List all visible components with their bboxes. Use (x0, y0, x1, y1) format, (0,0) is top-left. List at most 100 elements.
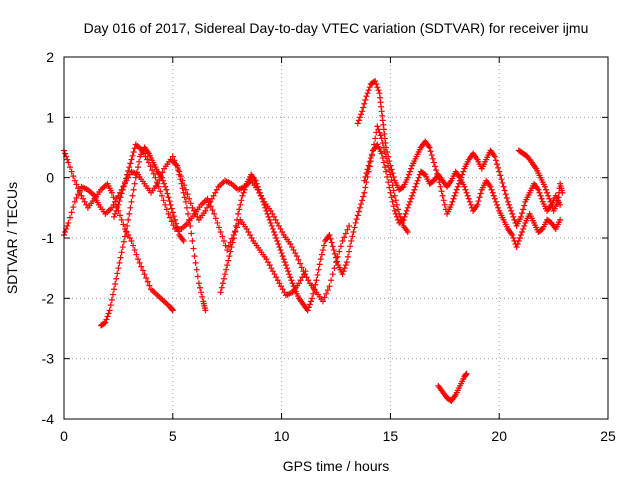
data-point (326, 283, 333, 290)
data-point (114, 270, 121, 277)
data-point (405, 201, 412, 208)
x-tick-label: 25 (600, 428, 616, 444)
data-point (557, 216, 564, 223)
data-point (181, 182, 188, 189)
data-point (163, 186, 170, 193)
data-point (131, 180, 138, 187)
data-point (182, 198, 189, 205)
data-point (353, 216, 360, 223)
data-point (383, 168, 390, 175)
data-point (314, 271, 321, 278)
data-point (341, 265, 348, 272)
data-point (126, 235, 133, 241)
data-point (191, 207, 198, 214)
data-point (337, 243, 344, 250)
data-point (496, 168, 503, 175)
data-point (134, 256, 141, 263)
data-point (125, 167, 132, 174)
data-point (391, 207, 398, 214)
data-point (275, 241, 282, 248)
data-point (309, 295, 316, 302)
data-point (491, 195, 498, 202)
data-point (117, 212, 124, 219)
data-point (408, 195, 415, 202)
data-point (520, 206, 527, 213)
data-point (406, 168, 413, 175)
data-point (326, 231, 333, 238)
data-point (410, 189, 417, 196)
data-point (130, 149, 137, 156)
data-point (65, 159, 72, 166)
data-point (383, 144, 390, 151)
data-point (384, 149, 391, 156)
data-point (248, 235, 255, 241)
data-point (339, 271, 346, 278)
data-point (452, 189, 459, 196)
data-point (389, 170, 396, 177)
data-point (194, 273, 201, 280)
data-point (557, 201, 564, 208)
series-arc-d (111, 141, 309, 299)
data-point (287, 274, 294, 281)
data-point (279, 286, 286, 293)
data-point (421, 170, 428, 177)
data-point (275, 222, 282, 229)
data-point (280, 256, 287, 263)
data-point (274, 219, 281, 226)
data-point (393, 213, 400, 220)
data-point (323, 290, 330, 297)
data-point (490, 192, 497, 199)
data-point (199, 293, 206, 300)
data-point (111, 286, 118, 293)
data-point (285, 268, 292, 275)
data-point (252, 177, 259, 184)
data-point (118, 249, 125, 256)
data-point (145, 159, 152, 166)
data-point (517, 231, 524, 238)
data-point (498, 176, 505, 183)
data-point (535, 186, 542, 193)
data-point (75, 191, 82, 198)
data-point (133, 251, 140, 258)
data-point (108, 189, 115, 196)
data-point (219, 280, 226, 287)
data-point (102, 319, 109, 326)
y-tick-label: -1 (42, 230, 55, 246)
data-point (263, 256, 270, 263)
data-point (372, 135, 379, 142)
data-point (365, 162, 372, 169)
data-point (427, 148, 434, 155)
data-point (266, 262, 273, 269)
data-point (68, 168, 75, 175)
data-point (136, 259, 143, 266)
data-point (123, 175, 130, 182)
data-point (453, 186, 460, 193)
data-point (179, 185, 186, 192)
data-point (220, 238, 227, 245)
series-arc-j (435, 370, 470, 404)
data-point (120, 221, 127, 228)
data-point (303, 274, 310, 281)
data-point (494, 161, 501, 168)
data-point (399, 184, 406, 191)
data-point (440, 197, 447, 204)
data-point (112, 198, 119, 205)
data-point (409, 192, 416, 199)
data-point (217, 289, 224, 296)
data-point (128, 156, 135, 163)
y-axis-label: SDTVAR / TECUs (4, 182, 20, 294)
data-point (270, 213, 277, 220)
data-point (282, 262, 289, 269)
data-point (112, 281, 119, 288)
data-point (170, 213, 177, 220)
data-point (164, 190, 171, 197)
data-point (169, 307, 176, 314)
data-point (343, 259, 350, 266)
data-point (361, 177, 368, 184)
data-point (160, 177, 167, 184)
data-point (437, 183, 444, 190)
data-point (259, 195, 266, 202)
data-point (208, 195, 215, 202)
data-point (111, 213, 118, 220)
